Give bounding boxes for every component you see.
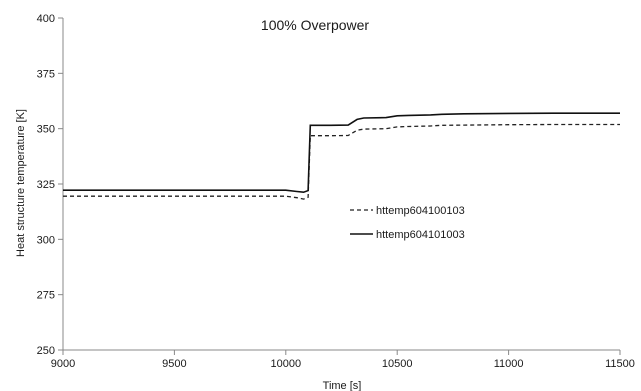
series-line-httemp604100103: [63, 123, 620, 200]
x-tick-label: 10000: [271, 358, 302, 370]
x-tick-label: 9000: [51, 358, 75, 370]
y-axis-title: Heat structure temperature [K]: [15, 109, 27, 257]
x-tick-label: 9500: [162, 358, 186, 370]
legend-label: httemp604100103: [376, 205, 465, 217]
x-axis-title: Time [s]: [323, 380, 362, 391]
axes: 250 275 300 325 350 375 400 9000 9500 10000 10500 1…: [37, 13, 635, 370]
series-group: [63, 112, 620, 200]
legend: httemp604100103 httemp604101003: [350, 205, 465, 241]
x-tick-label: 11000: [494, 358, 524, 370]
series-line-httemp604101003: [63, 112, 620, 194]
x-tick-label: 11500: [605, 358, 635, 370]
y-tick-label: 375: [37, 68, 55, 80]
y-tick-label: 350: [37, 124, 55, 136]
y-tick-label: 250: [37, 345, 55, 357]
y-tick-label: 275: [37, 290, 55, 302]
y-tick-label: 325: [37, 179, 55, 191]
y-tick-label: 300: [37, 234, 55, 246]
chart-title: 100% Overpower: [261, 17, 370, 33]
y-tick-label: 400: [37, 13, 55, 25]
x-tick-label: 10500: [382, 358, 413, 370]
legend-label: httemp604101003: [376, 229, 465, 241]
